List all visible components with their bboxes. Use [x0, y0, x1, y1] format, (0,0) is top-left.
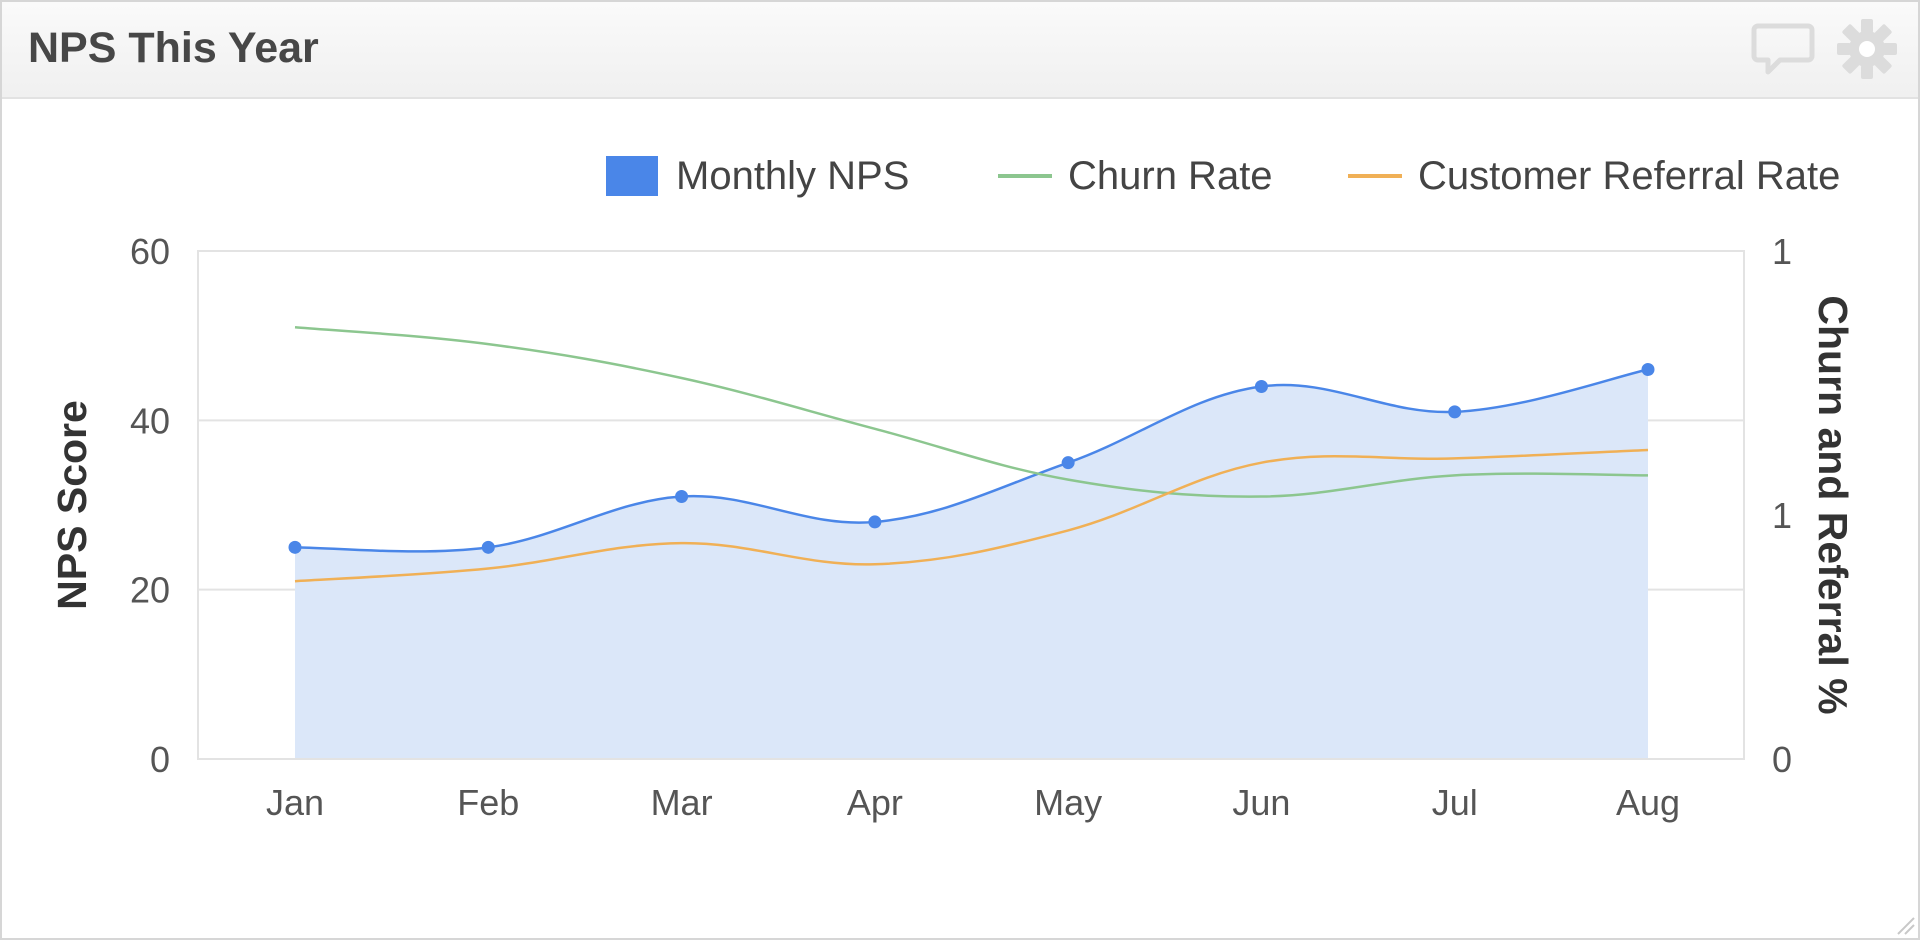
series-area-monthly-nps: [295, 369, 1648, 759]
y-tick-label: 40: [130, 400, 170, 441]
data-point-monthly-nps: [1061, 456, 1075, 470]
y-tick-label: 20: [130, 570, 170, 611]
data-point-monthly-nps: [288, 540, 302, 554]
data-point-monthly-nps: [1641, 363, 1655, 377]
x-tick-label: Jun: [1232, 782, 1290, 823]
x-tick-label: Aug: [1616, 782, 1680, 823]
series-line-customer-referral-rate: [294, 448, 1649, 583]
y2-tick-label: 0: [1772, 739, 1792, 780]
legend-label-customer-referral-rate: Customer Referral Rate: [1418, 154, 1840, 198]
widget-title: NPS This Year: [28, 24, 319, 72]
data-point-monthly-nps: [481, 540, 495, 554]
legend-label-monthly-nps: Monthly NPS: [676, 154, 909, 198]
series-line-churn-rate: [294, 325, 1649, 498]
widget-header: NPS This Year: [2, 2, 1918, 99]
nps-chart: 0 20 40 60 0 1 1 NPS Score Churn and Referral % J…: [49, 154, 1856, 823]
x-tick-label: Mar: [651, 782, 713, 823]
y2-tick-label: 1: [1772, 495, 1792, 536]
comment-icon[interactable]: [1750, 16, 1816, 82]
gear-icon[interactable]: [1834, 16, 1900, 82]
data-point-monthly-nps: [1448, 405, 1462, 419]
y-tick-label: 60: [130, 231, 170, 272]
x-tick-label: Jul: [1432, 782, 1478, 823]
data-point-monthly-nps: [868, 515, 882, 529]
series-line-monthly-nps: [294, 368, 1649, 553]
x-tick-label: May: [1034, 782, 1102, 823]
data-point-monthly-nps: [675, 490, 689, 504]
chart-area: 0 20 40 60 0 1 1 NPS Score Churn and Referral % J…: [2, 99, 1918, 938]
legend-swatch-monthly-nps: [606, 156, 658, 196]
chart-legend: Monthly NPS Churn Rate Customer Referral R…: [606, 154, 1840, 198]
legend-label-churn-rate: Churn Rate: [1068, 154, 1273, 198]
data-point-monthly-nps: [1254, 379, 1268, 393]
y2-tick-label: 1: [1772, 231, 1792, 272]
x-tick-label: Jan: [266, 782, 324, 823]
y2-axis-title: Churn and Referral %: [1810, 295, 1856, 714]
x-tick-label: Feb: [457, 782, 519, 823]
x-tick-label: Apr: [847, 782, 903, 823]
y-tick-label: 0: [150, 739, 170, 780]
y-axis-title: NPS Score: [49, 400, 95, 610]
resize-grip-icon[interactable]: [1894, 914, 1916, 936]
